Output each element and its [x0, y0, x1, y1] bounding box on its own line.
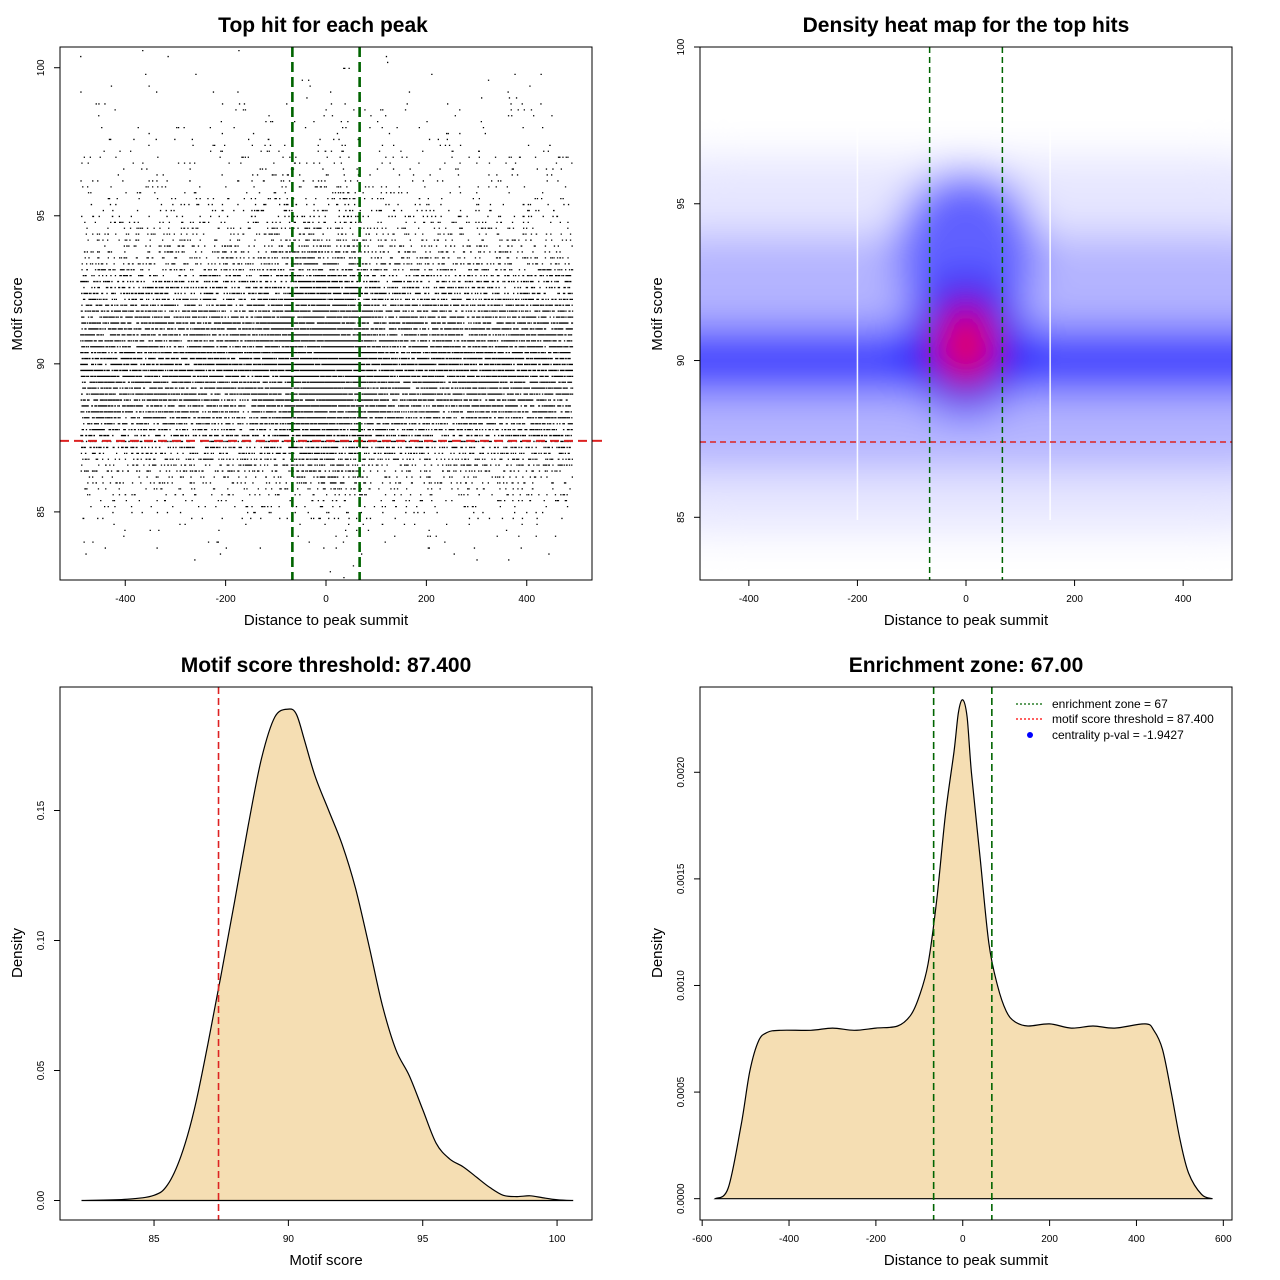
distance-density-x-tick-label: -400 [779, 1234, 799, 1245]
distance-density-x-tick-label: 200 [1041, 1234, 1058, 1245]
distance-density-x-label: Distance to peak summit [884, 1252, 1049, 1269]
score-density-title: Motif score threshold: 87.400 [181, 654, 472, 677]
heatmap-y-tick-label: 100 [676, 38, 687, 55]
legend: enrichment zone = 67 motif score thresho… [1016, 697, 1214, 742]
distance-density-curve [713, 699, 1213, 1200]
distance-density-x-tick-label: 400 [1128, 1234, 1145, 1245]
legend-label-pval: centrality p-val = -1.9427 [1052, 728, 1184, 742]
scatter-x-tick-label: 200 [418, 594, 435, 605]
heatmap-x-tick-label: 200 [1066, 594, 1083, 605]
scatter-panel: Top hit for each peak -400 -200 0 200 400 85… [9, 14, 602, 629]
heatmap-x-ticks: -400 -200 0 200 400 [739, 579, 1192, 605]
enrichment-zone-lines [932, 687, 993, 1220]
distance-density-y-tick-label: 0.0005 [676, 1076, 687, 1107]
distance-density-y-label: Density [649, 927, 666, 978]
scatter-x-ticks: -400 -200 0 200 400 [115, 579, 536, 605]
scatter-x-tick-label: -200 [216, 594, 236, 605]
distance-density-panel: Enrichment zone: 67.00 -600 -400 -200 0 200 4… [649, 654, 1233, 1269]
heatmap-x-tick-label: 0 [963, 594, 969, 605]
scatter-y-tick-label: 85 [36, 506, 47, 518]
score-density-y-tick-label: 0.10 [36, 930, 47, 950]
scatter-y-ticks: 85 90 95 100 [36, 59, 61, 518]
distance-density-y-tick-label: 0.0000 [676, 1183, 687, 1214]
legend-swatch-pval [1027, 732, 1033, 738]
distance-density-y-tick-label: 0.0020 [676, 757, 687, 788]
scatter-reference-lines [60, 47, 592, 580]
score-density-x-tick-label: 85 [148, 1234, 160, 1245]
heatmap-y-tick-label: 95 [676, 198, 687, 210]
heatmap-x-tick-label: 400 [1175, 594, 1192, 605]
heatmap-panel: Density heat map for the top hits -400 -2… [649, 14, 1233, 629]
scatter-title: Top hit for each peak [218, 14, 428, 37]
distance-density-y-tick-label: 0.0015 [676, 863, 687, 894]
scatter-y-tick-label: 100 [36, 59, 47, 76]
distance-density-x-tick-label: 600 [1215, 1234, 1232, 1245]
heatmap-y-tick-label: 85 [676, 511, 687, 523]
scatter-x-tick-label: 400 [518, 594, 535, 605]
scatter-x-tick-label: -400 [115, 594, 135, 605]
scatter-x-label: Distance to peak summit [244, 612, 409, 629]
heatmap-y-label: Motif score [649, 277, 666, 350]
score-density-y-tick-label: 0.05 [36, 1060, 47, 1080]
scatter-points [80, 50, 574, 579]
scatter-x-tick-label: 0 [323, 594, 329, 605]
score-density-y-label: Density [9, 927, 26, 978]
distance-density-x-tick-label: 0 [960, 1234, 966, 1245]
distance-density-x-ticks: -600 -400 -200 0 200 400 600 [692, 1219, 1232, 1245]
distance-density-title: Enrichment zone: 67.00 [849, 654, 1084, 677]
heatmap-y-tick-label: 90 [676, 355, 687, 367]
score-density-x-tick-label: 95 [417, 1234, 429, 1245]
heatmap-density [700, 47, 1232, 580]
score-density-y-ticks: 0.00 0.05 0.10 0.15 [36, 800, 61, 1210]
score-density-x-tick-label: 90 [283, 1234, 295, 1245]
score-density-x-label: Motif score [289, 1252, 362, 1269]
heatmap-reference-lines [700, 47, 1232, 580]
score-density-y-tick-label: 0.00 [36, 1190, 47, 1210]
scatter-y-label: Motif score [9, 277, 26, 350]
scatter-y-tick-label: 90 [36, 358, 47, 370]
distance-density-y-ticks: 0.0000 0.0005 0.0010 0.0015 0.0020 [676, 757, 701, 1214]
heatmap-x-label: Distance to peak summit [884, 612, 1049, 629]
distance-density-y-tick-label: 0.0010 [676, 970, 687, 1001]
legend-label-enrichment: enrichment zone = 67 [1052, 697, 1168, 711]
heatmap-y-ticks: 85 90 95 100 [676, 38, 701, 523]
score-density-panel: Motif score threshold: 87.400 85 90 95 100 … [9, 654, 593, 1269]
scatter-y-tick-label: 95 [36, 210, 47, 222]
score-density-curve [81, 708, 574, 1202]
legend-label-threshold: motif score threshold = 87.400 [1052, 712, 1214, 726]
heatmap-title: Density heat map for the top hits [803, 14, 1130, 37]
heatmap-x-tick-label: -400 [739, 594, 759, 605]
heatmap-hotspot [946, 312, 986, 377]
scatter-point-cloud [80, 50, 574, 579]
distance-density-x-tick-label: -600 [692, 1234, 712, 1245]
heatmap-x-tick-label: -200 [847, 594, 867, 605]
score-density-x-ticks: 85 90 95 100 [148, 1219, 566, 1245]
score-density-y-tick-label: 0.15 [36, 800, 47, 820]
score-density-x-tick-label: 100 [549, 1234, 566, 1245]
distance-density-x-tick-label: -200 [866, 1234, 886, 1245]
